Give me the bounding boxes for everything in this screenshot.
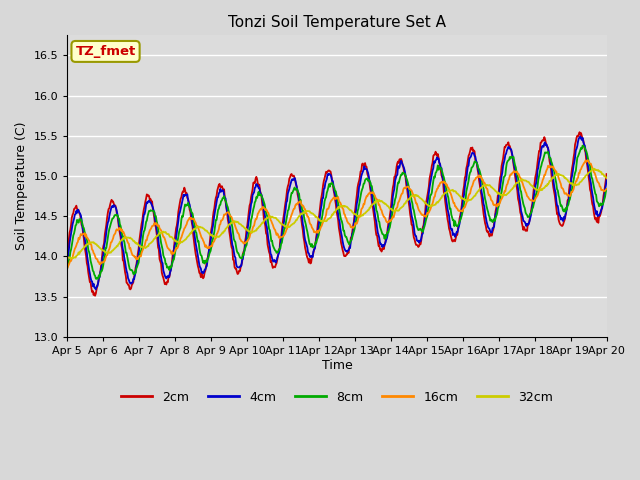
4cm <box>184 197 192 203</box>
2cm <box>63 249 71 254</box>
32cm <box>603 175 611 181</box>
8cm <box>93 276 100 282</box>
16cm <box>418 212 426 218</box>
Text: TZ_fmet: TZ_fmet <box>76 45 136 58</box>
8cm <box>63 264 71 270</box>
8cm <box>129 271 137 277</box>
4cm <box>577 133 584 139</box>
32cm <box>590 166 598 171</box>
Line: 4cm: 4cm <box>67 136 607 289</box>
Title: Tonzi Soil Temperature Set A: Tonzi Soil Temperature Set A <box>228 15 446 30</box>
4cm <box>63 256 71 262</box>
4cm <box>603 178 611 183</box>
16cm <box>212 235 220 241</box>
4cm <box>403 181 411 187</box>
32cm <box>212 234 220 240</box>
2cm <box>212 193 220 199</box>
Line: 16cm: 16cm <box>67 160 607 268</box>
4cm <box>212 200 220 205</box>
Legend: 2cm, 4cm, 8cm, 16cm, 32cm: 2cm, 4cm, 8cm, 16cm, 32cm <box>116 386 558 409</box>
8cm <box>184 200 192 206</box>
16cm <box>129 252 136 258</box>
32cm <box>74 252 82 257</box>
32cm <box>67 256 74 262</box>
2cm <box>184 196 192 202</box>
8cm <box>73 217 81 223</box>
Line: 32cm: 32cm <box>67 168 607 259</box>
2cm <box>129 279 137 285</box>
Y-axis label: Soil Temperature (C): Soil Temperature (C) <box>15 122 28 250</box>
8cm <box>212 217 220 223</box>
32cm <box>184 233 192 239</box>
4cm <box>129 276 137 282</box>
32cm <box>403 198 411 204</box>
16cm <box>584 157 591 163</box>
16cm <box>603 186 611 192</box>
8cm <box>579 143 586 148</box>
16cm <box>184 219 191 225</box>
4cm <box>92 287 100 292</box>
16cm <box>73 240 81 246</box>
2cm <box>403 186 411 192</box>
16cm <box>63 265 71 271</box>
32cm <box>63 254 71 260</box>
Line: 8cm: 8cm <box>67 145 607 279</box>
16cm <box>403 184 410 190</box>
2cm <box>576 129 584 135</box>
32cm <box>129 238 137 244</box>
2cm <box>603 171 611 177</box>
8cm <box>603 186 611 192</box>
32cm <box>419 198 427 204</box>
8cm <box>403 177 411 183</box>
8cm <box>419 229 427 235</box>
4cm <box>419 231 427 237</box>
X-axis label: Time: Time <box>321 359 353 372</box>
4cm <box>73 210 81 216</box>
2cm <box>73 206 81 212</box>
2cm <box>92 293 99 299</box>
Line: 2cm: 2cm <box>67 132 607 296</box>
2cm <box>419 224 427 230</box>
